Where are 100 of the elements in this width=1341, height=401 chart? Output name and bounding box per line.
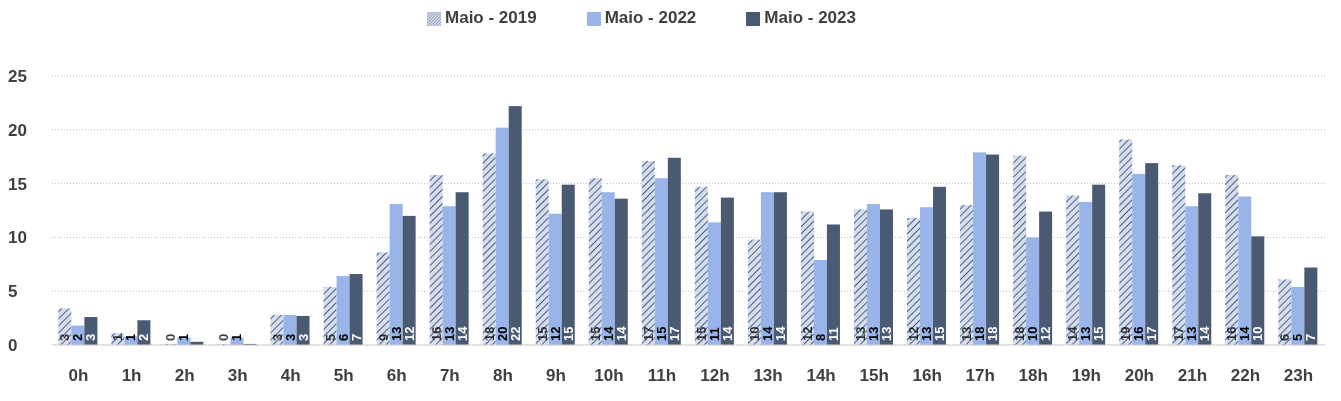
legend-label: Maio - 2019 bbox=[445, 8, 537, 27]
x-tick-label: 22h bbox=[1230, 366, 1261, 386]
data-label: 14 bbox=[759, 325, 775, 341]
data-label: 7 bbox=[348, 333, 364, 341]
data-label: 13 bbox=[388, 326, 404, 341]
data-label: 18 bbox=[481, 326, 497, 341]
x-tick-label: 1h bbox=[121, 366, 142, 386]
x-tick-label: 6h bbox=[386, 366, 407, 386]
x-tick-label: 4h bbox=[280, 366, 301, 386]
data-label: 12 bbox=[401, 326, 417, 341]
data-label: 12 bbox=[547, 326, 563, 341]
data-label: 22 bbox=[507, 326, 523, 341]
data-label: 13 bbox=[852, 326, 868, 341]
data-label: 18 bbox=[1012, 326, 1028, 341]
x-tick-label: 19h bbox=[1071, 366, 1101, 386]
data-label: 13 bbox=[1078, 326, 1094, 341]
data-label: 13 bbox=[865, 326, 881, 341]
y-tick-label: 20 bbox=[8, 120, 27, 140]
data-label: 12 bbox=[799, 326, 815, 341]
data-label: 18 bbox=[985, 326, 1001, 341]
x-tick-label: 20h bbox=[1124, 366, 1154, 386]
data-label: 3 bbox=[282, 333, 298, 341]
data-label: 1 bbox=[123, 333, 139, 341]
data-label: 13 bbox=[1184, 326, 1200, 341]
x-tick-label: 5h bbox=[333, 366, 354, 386]
x-tick-label: 11h bbox=[647, 366, 677, 386]
data-label: 1 bbox=[229, 333, 245, 341]
data-label: 10 bbox=[746, 326, 762, 341]
y-tick-label: 25 bbox=[8, 67, 27, 87]
y-tick-label: 0 bbox=[8, 336, 18, 356]
data-label: 14 bbox=[1065, 325, 1081, 341]
data-label: 10 bbox=[1025, 326, 1041, 341]
data-label: 8 bbox=[812, 333, 828, 341]
data-label: 5 bbox=[1290, 333, 1306, 341]
x-tick-label: 15h bbox=[859, 366, 889, 386]
data-label: 11 bbox=[825, 327, 841, 341]
data-label: 5 bbox=[322, 333, 338, 341]
data-label: 15 bbox=[560, 326, 576, 341]
data-label: 13 bbox=[441, 326, 457, 341]
legend-label: Maio - 2022 bbox=[604, 8, 697, 27]
data-label: 17 bbox=[640, 326, 656, 341]
data-label: 0 bbox=[216, 333, 232, 341]
data-label: 14 bbox=[1197, 325, 1213, 341]
data-label: 3 bbox=[57, 333, 73, 341]
data-label: 17 bbox=[1144, 326, 1160, 341]
data-label: 15 bbox=[587, 326, 603, 341]
data-label: 14 bbox=[454, 325, 470, 341]
x-tick-label: 0h bbox=[68, 366, 89, 386]
data-label: 13 bbox=[878, 326, 894, 341]
data-label: 6 bbox=[1277, 333, 1293, 341]
x-tick-label: 12h bbox=[700, 366, 730, 386]
data-label: 15 bbox=[932, 326, 948, 341]
data-label: 15 bbox=[534, 326, 550, 341]
data-label: 18 bbox=[972, 326, 988, 341]
x-tick-label: 8h bbox=[492, 366, 513, 386]
x-tick-label: 18h bbox=[1018, 366, 1048, 386]
data-label: 7 bbox=[1303, 333, 1319, 341]
data-label: 20 bbox=[494, 326, 510, 341]
data-label: 13 bbox=[919, 326, 935, 341]
legend-label: Maio - 2023 bbox=[764, 8, 856, 27]
data-label: 14 bbox=[1237, 325, 1253, 341]
data-label: 1 bbox=[176, 333, 192, 341]
data-label: 13 bbox=[959, 326, 975, 341]
data-label: 12 bbox=[906, 326, 922, 341]
y-tick-label: 15 bbox=[8, 174, 27, 194]
x-tick-label: 23h bbox=[1283, 366, 1314, 386]
data-label: 14 bbox=[719, 325, 735, 341]
data-label: 1 bbox=[110, 333, 126, 341]
data-label: 10 bbox=[1250, 326, 1266, 341]
data-label: 15 bbox=[693, 326, 709, 341]
x-tick-label: 14h bbox=[806, 366, 836, 386]
data-label: 12 bbox=[1038, 326, 1054, 341]
data-label: 14 bbox=[613, 325, 629, 341]
data-label: 3 bbox=[295, 333, 311, 341]
data-label: 17 bbox=[666, 326, 682, 341]
y-tick-label: 10 bbox=[8, 228, 27, 248]
x-tick-label: 2h bbox=[174, 366, 195, 386]
data-label: 15 bbox=[1091, 326, 1107, 341]
data-label: 14 bbox=[772, 325, 788, 341]
data-label: 15 bbox=[653, 326, 669, 341]
data-label: 16 bbox=[1224, 326, 1240, 341]
data-label: 16 bbox=[428, 326, 444, 341]
x-tick-label: 10h bbox=[594, 366, 624, 386]
data-label: 19 bbox=[1118, 326, 1134, 341]
x-tick-label: 13h bbox=[753, 366, 783, 386]
x-tick-label: 7h bbox=[439, 366, 460, 386]
data-label: 11 bbox=[706, 327, 722, 341]
data-label: 9 bbox=[375, 333, 391, 341]
data-label: 17 bbox=[1171, 326, 1187, 341]
data-label: 0 bbox=[163, 333, 179, 341]
x-tick-label: 9h bbox=[545, 366, 566, 386]
x-tick-label: 17h bbox=[965, 366, 995, 386]
data-label: 16 bbox=[1131, 326, 1147, 341]
data-label: 3 bbox=[269, 333, 285, 341]
data-label: 6 bbox=[335, 333, 351, 341]
x-tick-label: 3h bbox=[227, 366, 248, 386]
y-tick-label: 5 bbox=[8, 282, 18, 302]
x-tick-label: 21h bbox=[1177, 366, 1208, 386]
data-label: 2 bbox=[136, 333, 152, 341]
data-label: 2 bbox=[70, 333, 86, 341]
